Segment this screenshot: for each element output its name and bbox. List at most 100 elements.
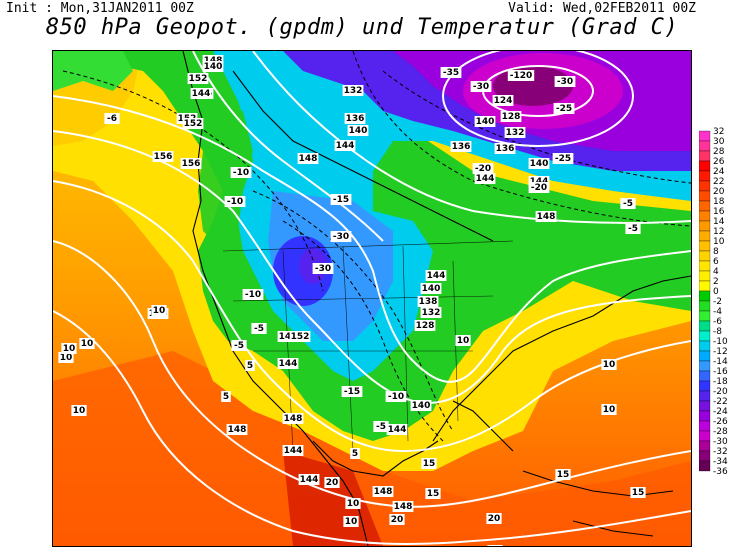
- geopotential-label: 152: [289, 331, 311, 342]
- geopotential-label: 144: [474, 173, 496, 184]
- temperature-label-box: [58, 352, 74, 363]
- colorbar-swatch: [699, 190, 711, 202]
- geopotential-label: 144: [282, 445, 304, 456]
- geopotential-label-text: 148: [299, 154, 318, 164]
- west-green-strip: [198, 111, 253, 251]
- weather-map: -120 124 128 132 136 140 144 148 152 156 132 136 140…: [52, 50, 692, 547]
- geopotential-label: 132: [342, 85, 364, 96]
- colorbar-tick-label: -18: [713, 377, 728, 387]
- temperature-label: 20: [324, 477, 340, 488]
- geopotential-label-text: 152: [184, 119, 203, 129]
- temperature-label-text: 10: [153, 306, 166, 316]
- temperature-label-text: 10: [345, 517, 358, 527]
- temperature-labels: -35-30 -30-25-20-5-30-30-15-10-10-10-5-5-…: [58, 67, 646, 546]
- temperature-label-box: [345, 498, 361, 509]
- temperature-label: 20: [389, 514, 405, 525]
- colorbar-swatch: [699, 270, 711, 282]
- temperature-label-text: -30: [557, 77, 573, 87]
- temperature-label-box: [472, 163, 494, 174]
- temperature-label-box: [341, 386, 363, 397]
- geopotential-label: 144: [386, 424, 408, 435]
- temperature-label: -5: [231, 340, 247, 351]
- geopotential-label: 132: [420, 307, 442, 318]
- temperature-label: 15: [630, 487, 646, 498]
- geopotential-label-box: [474, 173, 496, 184]
- temperature-label-text: -5: [628, 224, 638, 234]
- geopotential-label-box: [347, 125, 369, 136]
- colorbar-tick-label: -30: [713, 437, 728, 447]
- geopotential-label: 152: [182, 118, 204, 129]
- geopotential-labels: -120 124 128 132 136 140 144 148 152 156 132 136 140…: [147, 55, 557, 512]
- colorbar-swatch: [699, 220, 711, 232]
- temperature-label-box: [601, 404, 617, 415]
- geopotential-label: 132: [504, 127, 526, 138]
- temperature-label-box: [330, 231, 352, 242]
- geopotential-label-box: [420, 283, 442, 294]
- temperature-label-text: 10: [347, 499, 360, 509]
- geopotential-label-text: 136: [496, 144, 515, 154]
- temperature-label: -5: [625, 223, 641, 234]
- geopotential-label-box: [507, 70, 535, 81]
- colorbar-tick-label: -8: [713, 327, 722, 337]
- temperature-label-box: [312, 263, 334, 274]
- colorbar-swatch: [699, 400, 711, 412]
- geopotential-label-box: [500, 111, 522, 122]
- geopotential-label-text: 144: [284, 446, 303, 456]
- colorbar-tick-label: 22: [713, 177, 724, 187]
- colorbar-swatches: [699, 130, 711, 472]
- temperature-label-box: [224, 196, 246, 207]
- colorbar-swatch: [699, 250, 711, 262]
- temperature-label: 15: [487, 545, 503, 546]
- temperature-label: -30: [470, 81, 492, 92]
- geopotential-label-text: 136: [346, 114, 365, 124]
- colorbar-tick-label: 28: [713, 147, 725, 157]
- colorbar-tick-label: -6: [713, 317, 722, 327]
- temperature-label: -15: [341, 386, 363, 397]
- geopotential-label: 156: [180, 158, 202, 169]
- colorbar-tick-label: -20: [713, 387, 728, 397]
- temperature-label-text: 5: [352, 449, 358, 459]
- temperature-label: -30: [554, 76, 576, 87]
- temperature-label-box: [555, 469, 571, 480]
- temperature-label-box: [343, 516, 359, 527]
- geopotential-label-text: 124: [494, 96, 513, 106]
- geopotential-label-box: [190, 88, 212, 99]
- colorbar-tick-label: 0: [713, 287, 719, 297]
- geopotential-label-box: [298, 474, 320, 485]
- temperature-label-text: 10: [603, 360, 616, 370]
- geopotential-label-box: [297, 153, 319, 164]
- temperature-label-text: 15: [423, 459, 436, 469]
- temperature-label-box: [440, 67, 462, 78]
- geopotential-label: 128: [414, 320, 436, 331]
- temperature-label: -6: [104, 113, 120, 124]
- geopotential-label-box: [289, 331, 311, 342]
- geopotential-label-text: 140: [476, 117, 495, 127]
- temperature-label: -15: [330, 194, 352, 205]
- geopotential-label-text: 144: [300, 475, 319, 485]
- coastlines: [182, 51, 691, 546]
- geopotential-label-box: [420, 307, 442, 318]
- temperature-label-text: -15: [344, 387, 360, 397]
- geopotential-label-text: 136: [452, 142, 471, 152]
- colorbar-swatch: [699, 280, 711, 292]
- colorbar-swatch: [699, 210, 711, 222]
- colorbar-tick-label: -36: [713, 467, 728, 477]
- temperature-label-box: [350, 448, 360, 459]
- geopotential-label: 140: [347, 125, 369, 136]
- geopotential-label-text: 152: [189, 74, 208, 84]
- geopotential-label: 140: [474, 116, 496, 127]
- colorbar-swatch: [699, 380, 711, 392]
- temperature-label-box: [487, 545, 503, 546]
- temperature-label-box: [486, 513, 502, 524]
- geopotential-label: 156: [152, 151, 174, 162]
- temperature-label: 5: [245, 360, 255, 371]
- geopotential-label: 138: [417, 296, 439, 307]
- temperature-label-text: -30: [315, 264, 331, 274]
- colorbar-swatch: [699, 310, 711, 322]
- geopotential-label: 140: [528, 158, 550, 169]
- temperature-label-text: 10: [60, 353, 73, 363]
- temperature-label-box: [245, 360, 255, 371]
- temperature-label-text: 15: [557, 470, 570, 480]
- geopotential-label-box: [410, 400, 432, 411]
- temperature-label: 10: [601, 404, 617, 415]
